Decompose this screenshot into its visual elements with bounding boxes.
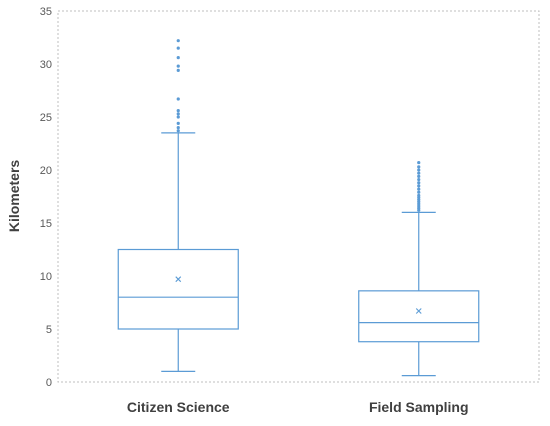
outlier-point (176, 129, 180, 133)
outlier-point (176, 126, 180, 130)
mean-marker (415, 308, 422, 314)
y-tick-label: 20 (40, 165, 52, 177)
outlier-point (176, 39, 180, 43)
y-tick-label: 5 (46, 324, 52, 336)
y-tick-label: 25 (40, 112, 52, 124)
outlier-point (176, 115, 180, 119)
category-label: Field Sampling (369, 399, 469, 415)
category-label: Citizen Science (127, 399, 230, 415)
y-axis-ticks: 0 5 10 15 20 25 30 35 (40, 6, 52, 389)
box-group (117, 39, 239, 372)
outlier-point (417, 177, 421, 182)
outlier-point (176, 56, 180, 60)
outlier-point (176, 68, 180, 72)
y-tick-label: 15 (40, 218, 52, 230)
outlier-point (417, 165, 421, 169)
outlier-point (417, 171, 421, 175)
outlier-point (176, 64, 180, 68)
outlier-point (417, 190, 421, 194)
outlier-point (417, 193, 421, 198)
y-tick-label: 0 (46, 377, 52, 389)
outlier-point (176, 109, 180, 113)
outlier-point (176, 97, 180, 101)
y-tick-label: 30 (40, 59, 52, 71)
outlier-point (176, 46, 180, 50)
y-tick-label: 10 (40, 271, 52, 283)
y-tick-label: 35 (40, 6, 52, 18)
mean-marker (175, 276, 182, 283)
outlier-point (417, 181, 421, 185)
outlier-point (417, 160, 421, 165)
iqr-box (358, 290, 480, 343)
outlier-point (417, 174, 421, 178)
category-labels: Citizen Science Field Sampling (127, 399, 469, 415)
outlier-point (417, 184, 421, 188)
y-axis-label: Kilometers (6, 160, 22, 233)
outlier-point (176, 121, 180, 125)
outlier-point (417, 187, 421, 191)
iqr-box (117, 248, 239, 330)
plot-area-frame (57, 10, 540, 383)
boxes (117, 39, 480, 377)
outlier-point (176, 112, 180, 116)
outlier-point (417, 168, 421, 172)
box-group (358, 160, 480, 377)
